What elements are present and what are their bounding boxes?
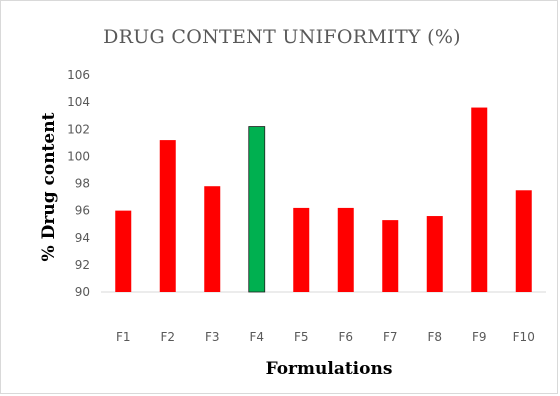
- bar-f5: [293, 207, 310, 292]
- x-tick-label: F1: [116, 330, 131, 344]
- y-tick-label: 94: [75, 231, 90, 245]
- y-axis-ticks: 90 92 94 96 98 100 102 104 106: [67, 68, 90, 299]
- x-tick-label: F4: [249, 330, 264, 344]
- x-tick-label: F9: [472, 330, 487, 344]
- bar-f3: [204, 186, 221, 292]
- bar-f9: [471, 107, 488, 292]
- bar-series: [115, 107, 532, 293]
- x-tick-label: F7: [383, 330, 398, 344]
- y-tick-label: 90: [75, 285, 90, 299]
- y-tick-label: 92: [75, 258, 90, 272]
- bar-f10: [515, 190, 532, 292]
- bar-f6: [337, 207, 354, 292]
- bar-f7: [382, 220, 399, 292]
- bar-f1: [115, 210, 132, 292]
- x-tick-label: F3: [205, 330, 220, 344]
- y-tick-label: 104: [67, 95, 90, 109]
- y-tick-label: 98: [75, 177, 90, 191]
- bar-f8: [426, 216, 443, 292]
- y-tick-label: 102: [67, 122, 90, 136]
- y-tick-label: 100: [67, 149, 90, 163]
- bar-f2: [159, 140, 176, 292]
- x-tick-label: F8: [427, 330, 442, 344]
- y-axis-title: % Drug content: [39, 112, 59, 261]
- bar-f4: [248, 126, 266, 293]
- y-tick-label: 96: [75, 204, 90, 218]
- x-tick-label: F2: [160, 330, 175, 344]
- x-axis-ticks: F1 F2 F3 F4 F5 F6 F7 F8 F9 F10: [116, 330, 535, 344]
- x-tick-label: F5: [294, 330, 309, 344]
- chart-title: DRUG CONTENT UNIFORMITY (%): [103, 26, 461, 48]
- x-tick-label: F10: [513, 330, 535, 344]
- y-tick-label: 106: [67, 68, 90, 82]
- x-axis-title: Formulations: [266, 359, 393, 379]
- x-tick-label: F6: [338, 330, 353, 344]
